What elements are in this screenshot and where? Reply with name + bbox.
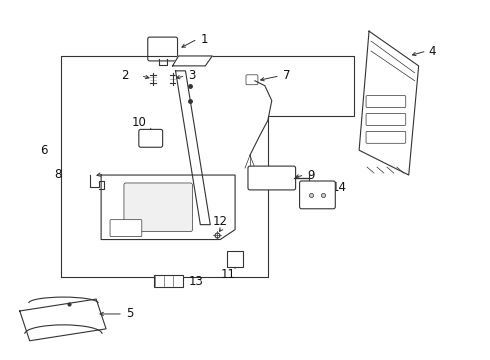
Text: 8: 8 <box>54 167 61 181</box>
FancyBboxPatch shape <box>366 131 406 143</box>
FancyBboxPatch shape <box>366 96 406 108</box>
Text: 5: 5 <box>126 307 133 320</box>
Polygon shape <box>172 56 212 66</box>
Text: 1: 1 <box>200 33 208 46</box>
FancyBboxPatch shape <box>366 113 406 125</box>
FancyBboxPatch shape <box>124 183 193 231</box>
Text: 12: 12 <box>213 215 228 228</box>
FancyBboxPatch shape <box>139 129 163 147</box>
Text: 9: 9 <box>308 168 315 181</box>
FancyBboxPatch shape <box>154 275 183 287</box>
Text: 11: 11 <box>220 268 236 281</box>
Polygon shape <box>101 175 235 239</box>
FancyBboxPatch shape <box>246 75 258 85</box>
FancyBboxPatch shape <box>299 181 335 209</box>
Text: 6: 6 <box>40 144 48 157</box>
FancyBboxPatch shape <box>148 37 177 61</box>
Text: 13: 13 <box>189 275 203 288</box>
Text: 2: 2 <box>122 69 129 82</box>
FancyBboxPatch shape <box>227 251 243 267</box>
Text: 10: 10 <box>131 116 146 129</box>
Text: 7: 7 <box>283 69 290 82</box>
Polygon shape <box>175 71 210 225</box>
Text: 14: 14 <box>331 181 346 194</box>
FancyBboxPatch shape <box>248 166 295 190</box>
Text: 4: 4 <box>429 45 436 58</box>
Text: 3: 3 <box>189 69 196 82</box>
FancyBboxPatch shape <box>110 220 142 237</box>
